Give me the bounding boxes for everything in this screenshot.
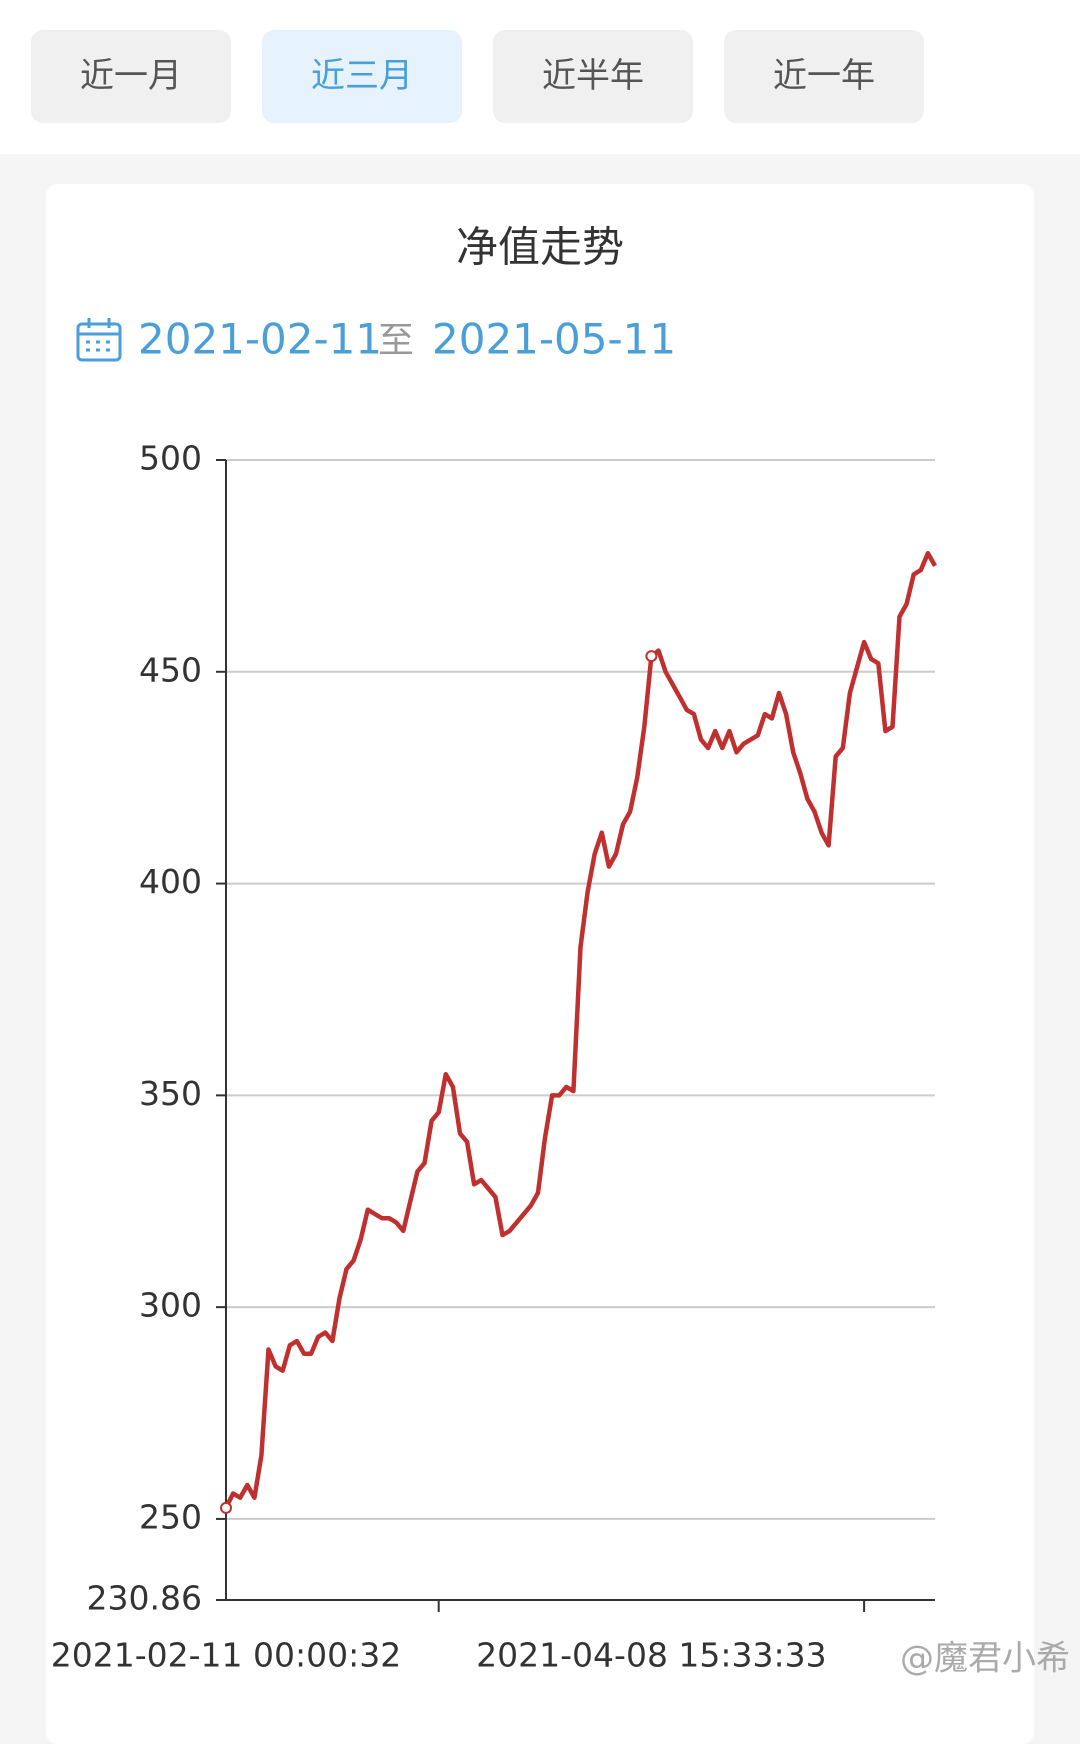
point-marker (220, 1501, 232, 1514)
y-tick-label: 230.86 (87, 1579, 202, 1618)
card-title: 净值走势 (456, 223, 624, 272)
y-tick-label: 300 (139, 1286, 202, 1325)
calendar-icon (76, 318, 122, 362)
date-from[interactable]: 2021-02-11 (138, 315, 382, 364)
date-to[interactable]: 2021-05-11 (432, 315, 676, 364)
card (46, 184, 1034, 1744)
series-line (223, 550, 937, 1509)
x-tick-label: 2021-02-11 00:00:32 (51, 1636, 401, 1675)
y-tick-label: 400 (139, 862, 202, 901)
range-tab[interactable]: 近一年 (724, 30, 924, 123)
watermark: @魔君小希 (900, 1639, 1070, 1679)
range-tab[interactable]: 近半年 (493, 30, 693, 123)
x-tick-label: 2021-04-08 15:33:33 (476, 1636, 826, 1675)
y-tick-label: 350 (139, 1074, 202, 1113)
date-sep: 至 (378, 320, 414, 361)
range-tab[interactable]: 近三月 (262, 30, 462, 123)
range-tab[interactable]: 近一月 (31, 30, 231, 123)
y-tick-label: 250 (139, 1497, 202, 1536)
point-marker (645, 650, 658, 663)
y-tick-label: 450 (139, 650, 202, 689)
y-tick-label: 500 (139, 439, 202, 478)
